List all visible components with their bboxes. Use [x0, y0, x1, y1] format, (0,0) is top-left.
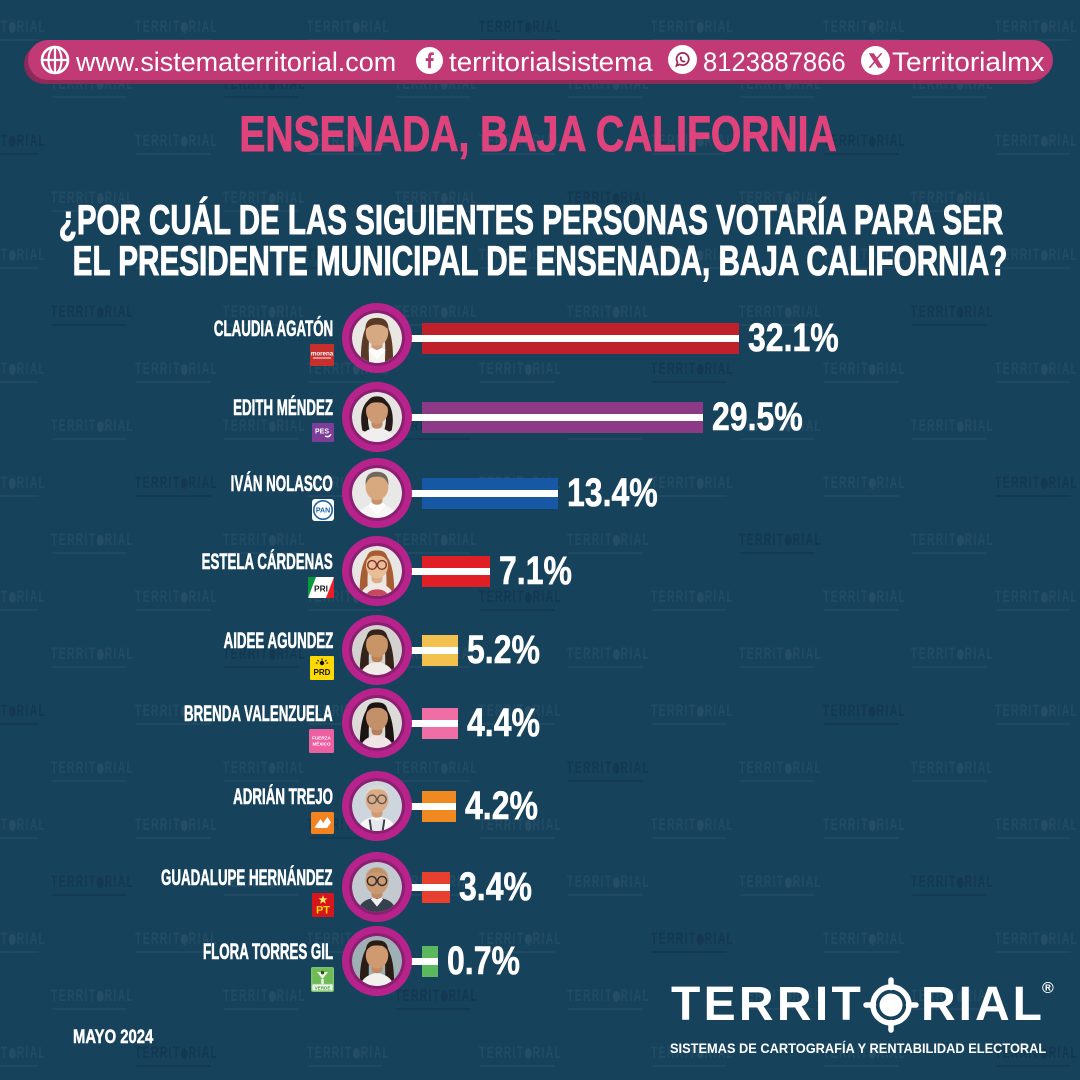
svg-text:PAN: PAN	[316, 508, 330, 515]
svg-text:PRI: PRI	[314, 584, 328, 594]
svg-text:PT: PT	[316, 905, 330, 917]
svg-text:VERDE: VERDE	[315, 986, 331, 991]
svg-text:FUERZA: FUERZA	[312, 736, 331, 741]
svg-text:morena: morena	[311, 351, 334, 358]
svg-text:MÉXICO: MÉXICO	[312, 740, 331, 747]
svg-text:PES: PES	[315, 429, 329, 436]
svg-text:PRD: PRD	[314, 668, 331, 677]
